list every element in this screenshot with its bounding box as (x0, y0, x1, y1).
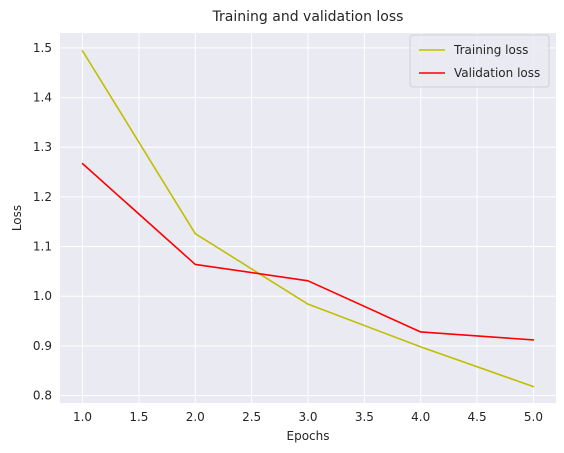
x-tick-label: 1.5 (129, 410, 148, 424)
legend-label: Validation loss (454, 66, 540, 80)
x-tick-label: 5.0 (524, 410, 543, 424)
y-tick-label: 1.5 (33, 41, 52, 55)
legend: Training loss Validation loss (409, 34, 550, 88)
grid-lines (60, 33, 556, 403)
x-tick-label: 1.0 (73, 410, 92, 424)
y-tick-label: 0.8 (33, 389, 52, 403)
y-tick-label: 1.3 (33, 140, 52, 154)
y-tick-label: 1.4 (33, 91, 52, 105)
legend-label: Training loss (453, 43, 528, 57)
legend-box (409, 34, 550, 88)
x-tick-label: 4.5 (468, 410, 487, 424)
chart-title: Training and validation loss (212, 9, 404, 25)
y-tick-label: 0.9 (33, 339, 52, 353)
x-axis-label: Epochs (287, 429, 330, 443)
tick-labels: 1.0 1.5 2.0 2.5 3.0 3.5 4.0 4.5 5.0 0.8 0.9 1.0 1.1 1… (33, 41, 543, 424)
y-axis-label: Loss (10, 205, 24, 231)
x-tick-label: 2.0 (186, 410, 205, 424)
series-lines (81, 50, 535, 388)
y-tick-label: 1.1 (33, 240, 52, 254)
x-tick-label: 2.5 (242, 410, 261, 424)
x-tick-label: 3.5 (355, 410, 374, 424)
y-tick-label: 1.2 (33, 190, 52, 204)
y-tick-label: 1.0 (33, 289, 52, 303)
x-tick-label: 3.0 (298, 410, 317, 424)
x-tick-label: 4.0 (411, 410, 430, 424)
